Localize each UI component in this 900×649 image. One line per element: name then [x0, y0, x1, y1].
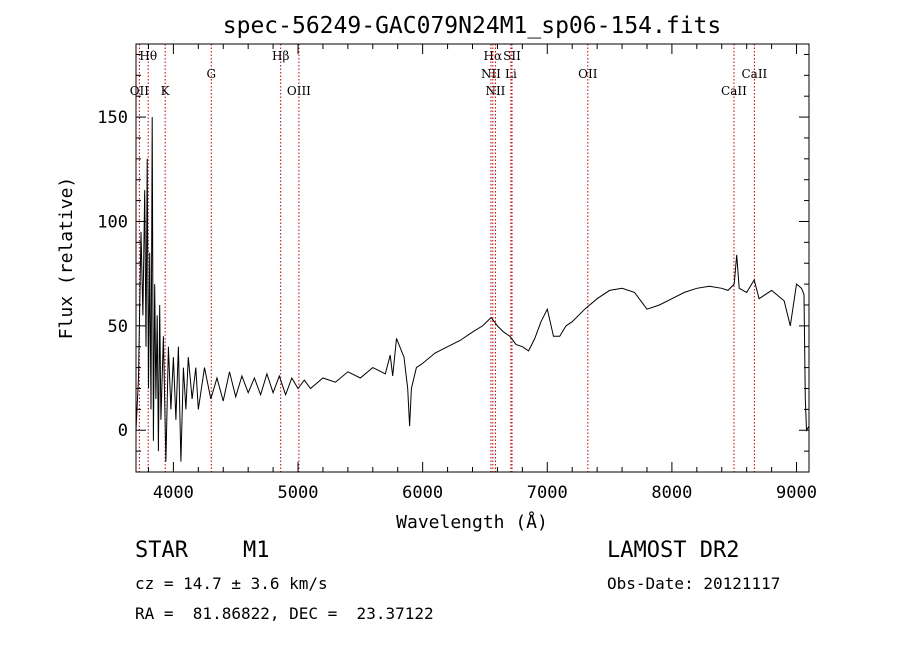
y-tick-label-2: 100 — [97, 212, 128, 232]
line-label-6: Hα — [484, 49, 503, 63]
object-subclass: M1 — [243, 538, 270, 563]
spectrum-line — [135, 117, 810, 462]
survey-name: LAMOST DR2 — [607, 538, 740, 563]
object-type: STAR — [135, 538, 188, 563]
line-label-12: CaII — [721, 84, 747, 98]
line-label-10: NII — [485, 84, 505, 98]
line-label-13: CaII — [741, 67, 767, 81]
y-axis-label: Flux (relative) — [56, 177, 77, 340]
y-tick-label-0: 0 — [118, 421, 128, 441]
x-tick-label-3: 7000 — [527, 483, 568, 503]
coordinates: RA = 81.86822, DEC = 23.37122 — [135, 604, 434, 623]
line-label-4: Hβ — [272, 49, 289, 63]
line-label-0: Hθ — [139, 49, 157, 63]
x-tick-label-0: 4000 — [153, 483, 194, 503]
line-label-7: SII — [503, 49, 521, 63]
line-label-1: OII — [130, 84, 150, 98]
line-label-8: NII — [481, 67, 501, 81]
line-label-9: Li — [505, 67, 517, 81]
x-tick-label-5: 9000 — [776, 483, 817, 503]
line-label-2: K — [161, 84, 171, 98]
x-axis-label: Wavelength (Å) — [396, 511, 548, 533]
x-tick-label-1: 5000 — [278, 483, 319, 503]
redshift-cz: cz = 14.7 ± 3.6 km/s — [135, 574, 328, 593]
x-tick-label-4: 8000 — [651, 483, 692, 503]
y-tick-label-1: 50 — [108, 317, 128, 337]
line-label-5: OIII — [287, 84, 311, 98]
line-label-11: OII — [578, 67, 598, 81]
x-axis: 4000 5000 6000 7000 8000 9000 — [147, 44, 817, 503]
line-label-3: G — [206, 67, 216, 81]
x-tick-label-2: 6000 — [402, 483, 443, 503]
obs-date: Obs-Date: 20121117 — [607, 574, 781, 593]
chart-title: spec-56249-GAC079N24M1_sp06-154.fits — [223, 13, 722, 39]
y-tick-label-3: 150 — [97, 108, 128, 128]
y-axis: 0 50 100 150 — [97, 53, 809, 473]
plot-frame — [135, 43, 810, 473]
